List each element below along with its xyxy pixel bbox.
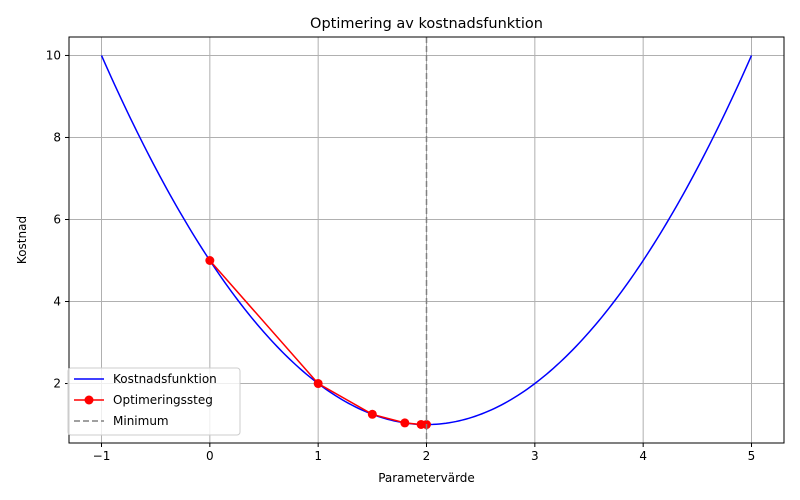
- legend-box: [67, 367, 241, 436]
- legend: Kostnadsfunktion Optimeringssteg Minimum: [67, 367, 241, 436]
- x-tick-label: 5: [748, 449, 756, 463]
- y-tick-label: 10: [46, 48, 61, 62]
- x-axis-label: Parametervärde: [378, 471, 475, 485]
- y-axis-label: Kostnad: [15, 216, 29, 264]
- x-tick-label: −1: [93, 449, 111, 463]
- x-tick-label: 1: [314, 449, 322, 463]
- y-tick-label: 2: [53, 377, 61, 391]
- legend-label-minimum: Minimum: [113, 414, 169, 428]
- y-tick-label: 8: [53, 130, 61, 144]
- y-tick-label: 6: [53, 212, 61, 226]
- y-axis-ticks: 2 4 6 8 10: [46, 48, 69, 391]
- data-point-optimeringssteg: [367, 409, 377, 419]
- legend-label-optimeringssteg: Optimeringssteg: [113, 393, 213, 407]
- data-point-optimeringssteg: [313, 379, 323, 389]
- x-tick-label: 2: [423, 449, 431, 463]
- x-tick-label: 3: [531, 449, 539, 463]
- data-point-optimeringssteg: [205, 256, 215, 266]
- x-axis-ticks: −1 0 1 2 3 4 5: [93, 443, 756, 463]
- x-tick-label: 4: [639, 449, 647, 463]
- legend-label-kostnadsfunktion: Kostnadsfunktion: [113, 372, 217, 386]
- series-layer: [100, 37, 753, 443]
- y-tick-label: 4: [53, 295, 61, 309]
- x-tick-label: 0: [206, 449, 214, 463]
- legend-marker-optimeringssteg: [84, 395, 94, 405]
- chart-title: Optimering av kostnadsfunktion: [310, 16, 543, 32]
- data-point-optimeringssteg: [400, 418, 410, 428]
